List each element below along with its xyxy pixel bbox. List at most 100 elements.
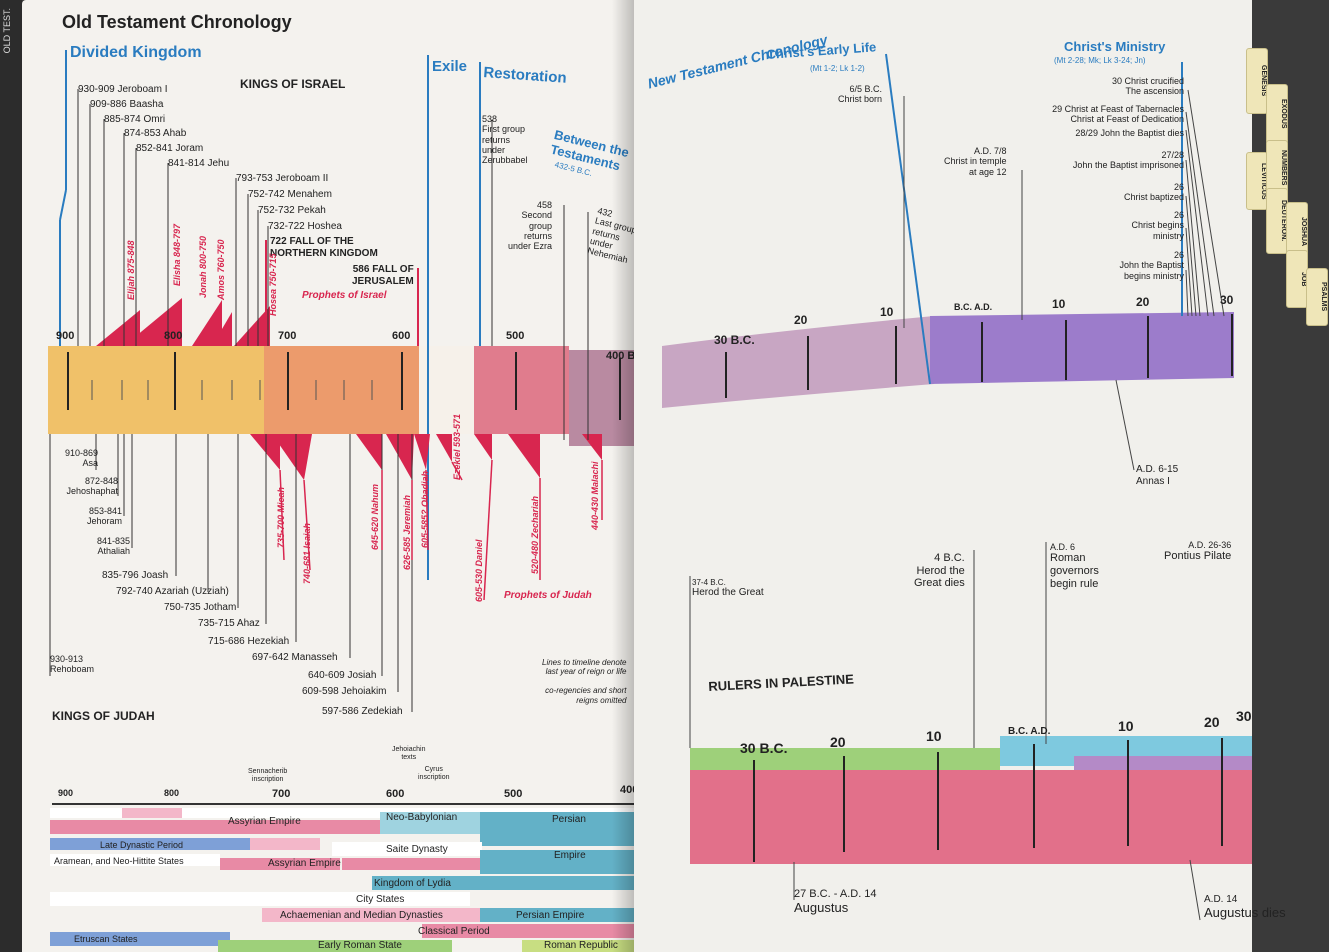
ministry-ref: (Mt 2-28; Mk; Lk 3-24; Jn) [1054, 56, 1146, 65]
nt-top-tick: 10 [880, 305, 894, 319]
book-thumb-tabs: GENESIS EXODUS LEVITICUS NUMBERS DEUTERON. JO… [1238, 40, 1329, 952]
nt-top-ticks [725, 314, 1233, 398]
judah-king-label: 735-715 Ahaz [198, 618, 260, 629]
ministry-event: 26 Christ begins ministry [1054, 210, 1184, 241]
ministry-event: 29 Christ at Feast of Tabernacles Christ … [1024, 104, 1184, 125]
annas-date: A.D. 6-15 [1136, 464, 1179, 475]
judah-king-left: 872-848 Jehoshaphat [52, 476, 118, 497]
nt-bottom-band-purple [1074, 756, 1252, 770]
tab-leviticus[interactable]: LEVITICUS [1246, 152, 1268, 210]
divided-kingdom-band-yellow [48, 346, 264, 434]
judah-king-left-line: Jehoshaphat [66, 486, 118, 497]
ministry-event-line: John the Baptist [1119, 260, 1184, 271]
prophet-judah-label: 735-700 Micah [276, 486, 286, 548]
ministry-event: 27/28 John the Baptist imprisoned [1054, 150, 1184, 171]
prophets-of-judah-label: Prophets of Judah [504, 590, 592, 601]
nt-bottom-tick: 30 [1236, 708, 1252, 724]
prophets-israel-triangles [96, 298, 270, 346]
judah-king-label: 609-598 Jehoiakim [302, 686, 387, 697]
restoration-event: 458 Second group returns under Ezra [508, 200, 552, 252]
prophet-judah-label: 605-530 Daniel [474, 539, 484, 602]
right-page: New Testament Chronology Christ's Early … [634, 0, 1286, 952]
nt-top-tick: 30 B.C. [714, 333, 755, 347]
neo-babylonian-label: Neo-Babylonian [386, 812, 458, 823]
tab-psalms[interactable]: PSALMS [1306, 268, 1328, 326]
ministry-event-line: 28/29 John the Baptist dies [1075, 128, 1184, 138]
note-line-1: Lines to timeline denote [542, 658, 627, 667]
nt-bottom-ticks [753, 738, 1223, 862]
judah-king-label: 597-586 Zedekiah [322, 706, 403, 717]
tab-genesis[interactable]: GENESIS [1246, 48, 1268, 114]
israel-king-label: 874-853 Ahab [124, 128, 187, 139]
restoration-event-line: First group [482, 124, 526, 135]
nt-top-tick: 30 [1220, 293, 1234, 307]
prophet-judah-label: Ezekiel 593-571 [452, 413, 462, 480]
sennacherib-label: Sennacherib inscription [248, 768, 287, 784]
restoration-band [474, 346, 569, 434]
judah-king-label: 715-686 Hezekiah [208, 636, 290, 647]
nt-top-band-right [930, 312, 1234, 384]
restoration-lines [491, 120, 589, 440]
restoration-event-line: Zerubbabel [482, 155, 528, 166]
nt-bottom-tick: 10 [1118, 718, 1134, 734]
aramean-label: Aramean, and Neo-Hittite States [54, 856, 184, 866]
ministry-event-line: 30 Christ crucified [1111, 76, 1184, 86]
ministry-event-line: ministry [1153, 230, 1184, 241]
tab-joshua[interactable]: JOSHUA [1286, 202, 1308, 262]
nt-top-band-left [662, 316, 934, 408]
between-testaments-band [569, 350, 634, 446]
divided-kingdom-band-orange [264, 346, 419, 434]
rehoboam-dates: 930-913 [50, 654, 84, 664]
prophet-israel-label: Jonah 800-750 [198, 235, 208, 298]
ministry-event-line: 29 Christ at Feast of Tabernacles [1052, 104, 1184, 114]
early-life-ref: (Mt 1-2; Lk 1-2) [810, 64, 865, 73]
israel-king-label: 930-909 Jeroboam I [78, 84, 168, 95]
tab-job[interactable]: JOB [1286, 250, 1308, 308]
israel-king-label: 732-722 Hoshea [268, 221, 342, 232]
tab-numbers[interactable]: NUMBERS [1266, 140, 1288, 196]
nt-top-tick: 10 [1052, 297, 1066, 311]
nt-section-dividers [885, 53, 1183, 385]
judah-king-left-line: Athaliah [97, 546, 130, 557]
augustus-date: 27 B.C. - A.D. 14 [794, 888, 877, 900]
judah-prophet-lines [279, 459, 603, 601]
early-roman-label: Early Roman State [318, 940, 402, 951]
section-dividers [59, 50, 481, 580]
nt-bottom-tick: 30 B.C. [740, 740, 788, 756]
ministry-event-line: 27/28 [1161, 150, 1184, 160]
herod-dies-text-1: Herod the [916, 564, 965, 577]
judah-king-left: 853-841 Jehoram [56, 506, 122, 527]
restoration-event-line: returns [524, 231, 553, 242]
ministry-event-line: 26 [1173, 182, 1184, 192]
band-minor-ticks [91, 380, 373, 400]
nt-top-tick: 20 [794, 313, 808, 327]
nt-bottom-band-pink [690, 770, 1252, 864]
fall-jerusalem-line-1: 586 FALL OF [352, 264, 414, 275]
ot-timeline-graphic [48, 50, 634, 952]
cyrus-line: Cyrus [424, 766, 443, 773]
herod-dies-label: 4 B.C. Herod the Great dies [914, 552, 965, 590]
ot-title: Old Testament Chronology [62, 12, 292, 32]
tab-exodus[interactable]: EXODUS [1266, 84, 1288, 144]
ministry-event-line: John the Baptist imprisoned [1072, 160, 1184, 171]
herod-dies-text-2: Great dies [914, 577, 965, 590]
judah-king-left: 910-869 Asa [56, 448, 98, 469]
divided-kingdom-label: Divided Kingdom [70, 44, 202, 61]
israel-king-label: 752-732 Pekah [258, 205, 326, 216]
temple-label: A.D. 7/8 Christ in temple at age 12 [944, 146, 1007, 177]
prophet-judah-label: 605-585? Obadiah [420, 470, 430, 548]
herod-dies-date: 4 B.C. [934, 552, 965, 564]
tab-deuteron[interactable]: DEUTERON. [1266, 188, 1288, 254]
cyrus-label: Cyrus inscription [418, 766, 450, 782]
nt-bottom-tick: B.C. A.D. [1008, 726, 1051, 737]
ministry-event-line: The ascension [1125, 86, 1184, 97]
temple-date: A.D. 7/8 [974, 146, 1007, 156]
note-line-2: last year of reign or life [545, 667, 627, 677]
judah-king-label: 792-740 Azariah (Uzziah) [116, 586, 229, 597]
prophet-israel-label: Elijah 875-848 [126, 240, 136, 300]
ministry-event-line: Christ baptized [1123, 192, 1184, 203]
saite-label: Saite Dynasty [386, 844, 448, 855]
israel-king-label: 752-742 Menahem [248, 189, 332, 200]
israel-king-label: 852-841 Joram [136, 143, 204, 154]
ministry-event-line: begins ministry [1123, 270, 1184, 281]
